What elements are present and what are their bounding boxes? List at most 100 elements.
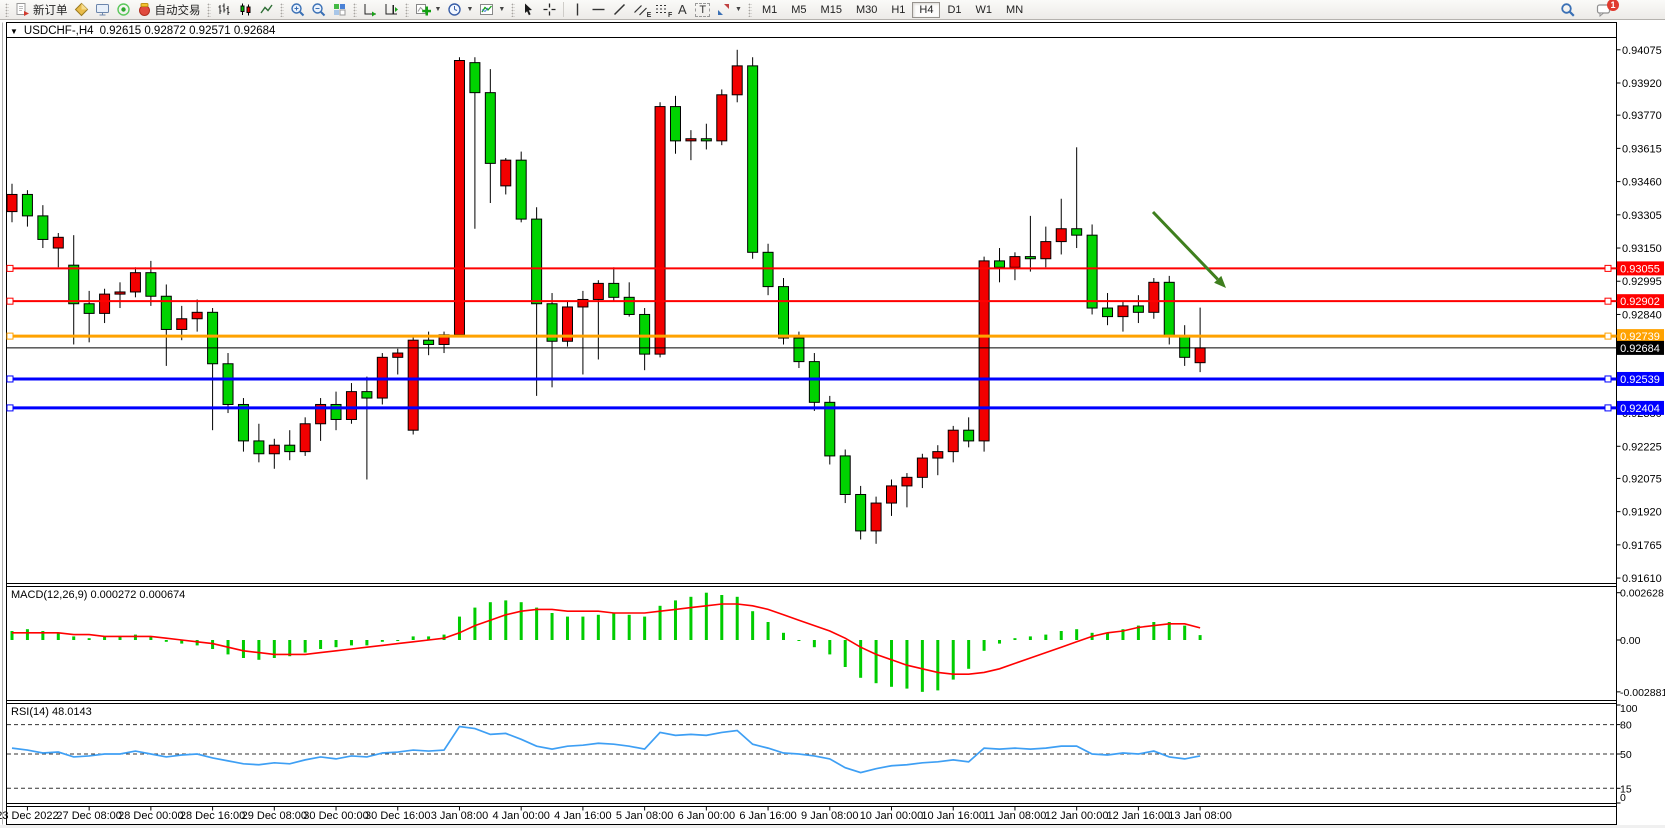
price-axis[interactable] [1617,22,1664,824]
auto-scroll-icon [364,4,376,17]
periods-button[interactable]: ▼ [444,1,476,19]
toolbar: 新订单 自动交易 ▼ ▼ [0,0,1665,20]
trendline-icon [614,3,626,16]
svg-text:80: 80 [1620,720,1632,732]
chevron-down-icon: ▼ [434,6,442,13]
svg-text:12 Jan 00:00: 12 Jan 00:00 [1045,810,1109,822]
notifications-button[interactable]: 1 [1593,0,1619,19]
current-price-line: 0.92684 [7,340,1664,355]
autotrading-button[interactable]: 自动交易 [134,1,204,19]
notification-badge: 1 [1607,0,1619,11]
cursor-button[interactable] [518,1,539,19]
toolbar-grip[interactable] [206,2,211,17]
line-chart-button[interactable] [256,1,277,19]
svg-text:6 Jan 16:00: 6 Jan 16:00 [739,810,797,822]
svg-text:3 Jan 08:00: 3 Jan 08:00 [431,810,489,822]
price-line-0.92404[interactable]: 0.92404 [6,400,1664,415]
macd-values: 0.000272 0.000674 [90,589,186,601]
signals-button[interactable] [113,1,134,19]
vertical-line-button[interactable] [567,1,588,19]
rsi-series: 100 80 50 150 [7,703,1638,804]
tf-mn-button[interactable]: MN [999,2,1030,18]
ohlc-bars-icon [218,3,229,15]
arrows-button[interactable]: ▼ [713,1,745,19]
tf-m1-button[interactable]: M1 [755,2,784,18]
svg-text:4 Jan 16:00: 4 Jan 16:00 [554,810,612,822]
indicators-icon [415,4,431,16]
svg-text:0.91610: 0.91610 [1622,573,1662,585]
main-price-pane[interactable] [7,38,1616,583]
tf-m30-button[interactable]: M30 [849,2,884,18]
toolbar-grip[interactable] [404,2,409,17]
rsi-indicator-label: RSI(14) 48.0143 [11,706,92,718]
zoom-in-button[interactable] [287,1,308,19]
equidistant-channel-button[interactable]: E [630,1,651,19]
terminal-monitor-button[interactable] [92,1,113,19]
indicators-button[interactable]: ▼ [412,1,445,19]
toolbar-grip[interactable] [279,2,284,17]
chevron-down-icon: ▼ [466,6,474,13]
chart-frame [6,22,1617,825]
chart-menu-icon[interactable]: ▼ [10,26,18,36]
price-line-0.93055[interactable]: 0.93055 [6,261,1664,276]
chevron-down-icon: ▼ [498,6,506,13]
svg-text:0.93920: 0.93920 [1622,78,1662,90]
rsi-pane[interactable] [7,704,1616,803]
fibonacci-button[interactable]: F [651,1,672,19]
fibonacci-icon [656,5,668,13]
price-line-0.92539[interactable]: 0.92539 [6,371,1664,386]
svg-text:9 Jan 08:00: 9 Jan 08:00 [801,810,859,822]
svg-text:0.92404: 0.92404 [1620,403,1660,415]
zoom-in-icon [290,3,304,17]
svg-text:27 Dec 08:00: 27 Dec 08:00 [56,810,121,822]
trendline-button[interactable] [609,1,630,19]
rsi-name: RSI(14) [11,706,49,718]
tf-d1-button[interactable]: D1 [940,2,968,18]
svg-text:30 Dec 00:00: 30 Dec 00:00 [303,810,368,822]
toolbar-grip[interactable] [5,2,9,17]
svg-text:0: 0 [1620,792,1626,804]
tile-windows-button[interactable] [329,1,350,19]
gold-package-button[interactable] [71,1,92,19]
svg-text:50: 50 [1620,749,1632,761]
symbol-period-label: USDCHF-,H4 [23,25,94,37]
svg-text:11 Jan 08:00: 11 Jan 08:00 [984,810,1047,822]
fibonacci-letter: F [668,11,673,19]
svg-text:23 Dec 2022: 23 Dec 2022 [0,810,59,822]
chevron-down-icon: ▼ [735,6,742,13]
new-order-button[interactable]: 新订单 [12,1,71,19]
horizontal-line-button[interactable] [588,1,609,19]
toolbar-grip[interactable] [747,2,752,17]
svg-text:0.93770: 0.93770 [1622,110,1662,122]
auto-scroll-button[interactable] [360,1,381,19]
toolbar-grip[interactable] [511,2,516,17]
svg-text:30 Dec 16:00: 30 Dec 16:00 [365,810,430,822]
search-button[interactable] [1557,1,1579,19]
tf-h1-button[interactable]: H1 [884,2,912,18]
templates-button[interactable]: ▼ [476,1,508,19]
arrow-annotation[interactable] [1151,210,1226,288]
tf-w1-button[interactable]: W1 [969,2,1000,18]
tf-m15-button[interactable]: M15 [814,2,849,18]
chart-shift-button[interactable] [381,1,402,19]
chart-shift-icon [385,4,398,15]
channel-letter: E [646,11,652,19]
zoom-out-button[interactable] [308,1,329,19]
price-line-0.92739[interactable]: 0.92739 [6,329,1664,344]
tf-m5-button[interactable]: M5 [784,2,813,18]
candlestick-chart-button[interactable] [235,1,256,19]
macd-pane[interactable] [7,587,1616,700]
crosshair-button[interactable] [539,1,560,19]
toolbar-grip[interactable] [352,2,357,17]
svg-text:0.92684: 0.92684 [1620,343,1660,355]
tf-h4-button[interactable]: H4 [912,1,941,18]
bar-chart-button[interactable] [214,1,235,19]
text-label-button[interactable]: T [692,1,713,19]
rsi-value: 48.0143 [51,706,92,718]
chart-title-bar: ▼ USDCHF-,H4 0.92615 0.92872 0.92571 0.9… [10,25,275,37]
text-button[interactable]: A [672,1,692,19]
monitor-icon [95,4,109,16]
price-line-0.92902[interactable]: 0.92902 [6,294,1664,309]
